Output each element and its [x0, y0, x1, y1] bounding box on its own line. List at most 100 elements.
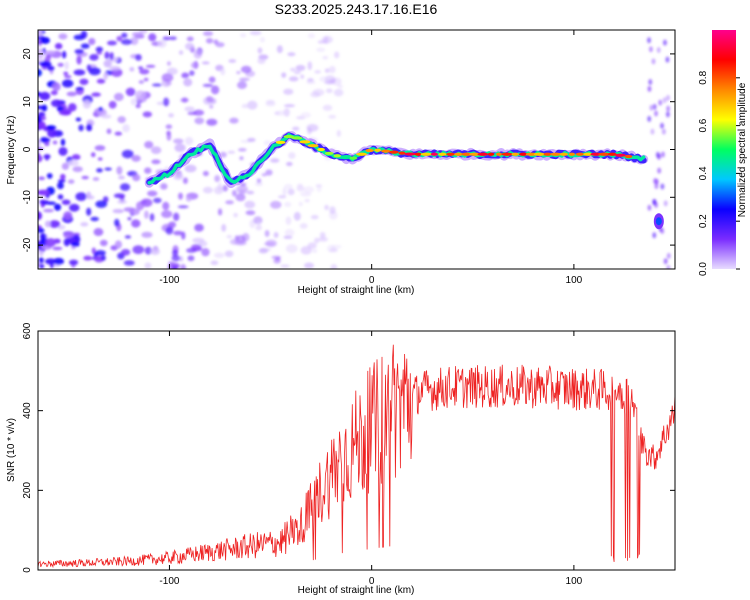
spectrogram-hot-spot — [559, 152, 569, 156]
spectrogram-cell — [74, 49, 84, 55]
snr-x-tick-label: 100 — [566, 576, 583, 587]
spectrogram-cell — [134, 90, 146, 100]
colorbar-tick-label: 0.0 — [698, 262, 709, 276]
spectrogram-hot-spot — [487, 152, 495, 156]
spectrogram-speckles — [38, 30, 671, 269]
spectrogram-cell — [283, 88, 294, 95]
spectrogram-cell — [190, 61, 199, 69]
spectrogram-cell — [282, 187, 287, 196]
spectrogram-cell — [312, 88, 325, 97]
spectrogram-cell — [83, 255, 93, 261]
spectrogram-cell — [61, 79, 74, 88]
spectrogram-cell — [284, 228, 295, 237]
spectrogram-cell — [292, 126, 300, 131]
spectrogram-hot-spot — [501, 152, 513, 156]
spectrogram-cell — [67, 160, 79, 167]
spectrogram-hot-spot — [575, 152, 585, 156]
spectrogram-cell — [264, 230, 270, 238]
spectrogram-cell — [38, 68, 42, 77]
spectrogram-cell — [205, 37, 214, 44]
spectrogram-hot-spot — [543, 152, 552, 156]
spectrogram-cell — [96, 78, 106, 84]
figure-title: S233.2025.243.17.16.E16 — [275, 1, 438, 17]
spectrogram-hot-spot — [430, 152, 438, 156]
spectrogram-cell — [303, 262, 315, 269]
spectrogram-cell — [40, 60, 52, 68]
spectrogram-cell — [61, 50, 67, 59]
spectrogram-cell — [95, 46, 104, 53]
spectrogram-cell — [131, 32, 144, 37]
spectrogram-cell — [150, 146, 162, 155]
spectrogram-cell — [47, 65, 55, 71]
spectrogram-cell — [52, 140, 58, 145]
spectrogram-cell — [654, 110, 659, 117]
spectrogram-cell — [229, 239, 239, 245]
spectrogram-cell — [275, 256, 281, 261]
spectrogram-cell — [310, 214, 319, 220]
spectrogram-cell — [283, 104, 296, 108]
spectrogram-cell — [53, 203, 62, 211]
spectrogram-cell — [288, 152, 296, 159]
spectrogram-cell — [166, 67, 178, 75]
spectrogram-cell — [270, 158, 280, 163]
spectrogram-cell — [652, 198, 657, 205]
spectrogram-cell — [304, 199, 310, 203]
spectrogram-cell — [40, 37, 50, 44]
spectrogram-cell — [114, 240, 123, 249]
spectrogram-cell — [60, 173, 66, 180]
spectrogram-hot-spot — [495, 152, 503, 156]
spectrogram-cell — [162, 97, 170, 107]
spectrogram-cell — [287, 52, 296, 57]
spectrogram-cell — [666, 252, 671, 259]
spectrogram-cell — [180, 263, 187, 269]
spectrogram-cell — [72, 166, 83, 173]
spectrogram-cell — [173, 138, 184, 144]
spectrogram-cell — [244, 200, 256, 209]
spectrogram-cell — [44, 220, 51, 228]
spectrogram-cell — [173, 212, 180, 222]
spectrogram-hot-spot — [381, 149, 391, 153]
spectrogram-cell — [99, 239, 108, 247]
spectrogram-cell — [47, 129, 57, 138]
spectrogram-cell — [189, 70, 195, 76]
snr-panel: -100 0 100 0 200 400 600 Height of straight l… — [6, 322, 676, 596]
spectrogram-cell — [151, 159, 161, 165]
snr-y-label: SNR (10 * v/v) — [6, 418, 17, 482]
spectrogram-cell — [316, 185, 322, 193]
spectrogram-x-ticks: -100 0 100 — [159, 30, 583, 286]
spectrogram-cell — [184, 136, 194, 146]
spectrogram-cell — [319, 76, 330, 83]
spectrogram-cell — [306, 80, 316, 85]
spectrogram-ridge — [144, 131, 664, 230]
spectrogram-cell — [239, 77, 250, 82]
spectrogram-cell — [254, 181, 263, 187]
spectrogram-cell — [68, 203, 80, 212]
spectrogram-cell — [38, 189, 50, 196]
spectrogram-cell — [75, 117, 82, 122]
spectrogram-cell — [165, 81, 172, 86]
spectrogram-cell — [91, 247, 96, 255]
spectrogram-hot-spot — [454, 152, 464, 156]
spectrogram-cell — [660, 151, 665, 158]
spectrogram-cell — [57, 194, 64, 200]
spectrogram-cell — [136, 201, 145, 211]
spectrogram-cell — [326, 244, 336, 253]
spectrogram-cell — [58, 33, 68, 40]
spectrogram-cell — [665, 111, 670, 118]
spectrogram-cell — [270, 200, 282, 209]
spectrogram-cell — [299, 223, 308, 229]
spectrogram-cell — [666, 105, 671, 112]
spectrogram-cell — [42, 138, 51, 142]
spectrogram-cell — [182, 177, 188, 185]
spectrogram-cell — [655, 151, 660, 158]
spectrogram-x-label: Height of straight line (km) — [298, 285, 415, 296]
spectrogram-cell — [161, 210, 173, 218]
spectrogram-cell — [90, 152, 96, 158]
spectrogram-cell — [116, 166, 123, 175]
spectrogram-cell — [38, 250, 44, 256]
spectrogram-cell — [132, 245, 145, 255]
spectrogram-cell — [233, 212, 238, 218]
spectrogram-cell — [38, 154, 43, 163]
spectrogram-cell — [149, 213, 155, 222]
spectrogram-cell — [198, 240, 208, 247]
